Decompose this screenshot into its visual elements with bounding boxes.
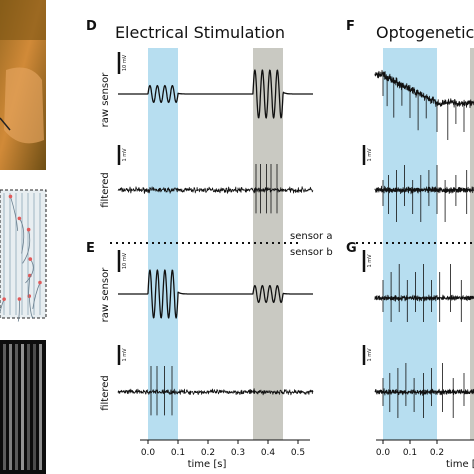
sensor-b-label: sensor b <box>290 247 333 258</box>
trace-filtered-e <box>117 366 314 416</box>
photo-electrode-array <box>0 189 47 322</box>
scale-label-raw-e: 10 mV <box>122 252 128 269</box>
title-electrical-stimulation: Electrical Stimulation <box>115 23 285 42</box>
neuron-process <box>19 218 25 254</box>
x-axis-optogenetic-tick-label: 0.1 <box>403 448 417 458</box>
neuron-process <box>25 258 34 284</box>
scale-bar-raw-e: 10 mV <box>117 250 128 272</box>
trace-filtered-f <box>374 165 474 222</box>
neuron-process <box>32 282 41 310</box>
x-axis-electrical-tick-label: 0.0 <box>141 448 156 458</box>
neuron-process <box>10 196 19 231</box>
trace-raw-sensor-g <box>374 264 474 322</box>
neuron-process <box>17 298 20 322</box>
scale-label-filtered-f: 1 mV <box>367 148 373 162</box>
photo-fluorescence <box>0 340 46 474</box>
x-axis-optogenetic-tick-label: 0.2 <box>430 448 444 458</box>
trace-filtered-d <box>117 164 314 214</box>
x-axis-electrical-tick-label: 0.2 <box>201 448 215 458</box>
x-axis-optogenetic-tick-label: 0.0 <box>376 448 391 458</box>
x-axis-electrical-tick-label: 0.5 <box>291 448 305 458</box>
fluorescence-stripe <box>21 344 24 470</box>
fluorescence-stripe <box>39 344 42 470</box>
scale-bar-filtered-f: 1 mV <box>362 145 373 165</box>
cell-body <box>28 257 33 261</box>
photo-chip <box>0 0 46 170</box>
fluorescence-stripe <box>15 344 18 470</box>
cell-body <box>38 280 42 285</box>
row-label-filtered-e: filtered <box>100 375 111 411</box>
scale-label-filtered-e: 1 mV <box>122 348 128 362</box>
cell-body <box>17 297 22 301</box>
panel-label-d: D <box>86 19 97 34</box>
fluorescence-stripe <box>33 344 36 470</box>
panel-label-g: G <box>346 241 357 256</box>
scale-label-raw-d: 10 mV <box>122 54 128 71</box>
x-axis-electrical-tick-label: 0.4 <box>261 448 276 458</box>
cell-body <box>27 294 32 298</box>
row-label-filtered-d: filtered <box>100 172 111 208</box>
panel-label-f: F <box>346 19 355 34</box>
scale-bar-filtered-g: 1 mV <box>362 345 373 365</box>
fluorescence-stripe <box>27 344 30 470</box>
row-label-raw-sensor-e: raw sensor <box>100 267 111 323</box>
trace-raw-sensor-e <box>117 269 314 319</box>
sensor-a-label: sensor a <box>290 231 332 242</box>
neuron-process <box>28 296 35 319</box>
trace-raw-sensor-f <box>374 69 474 140</box>
fluorescence-stripe <box>9 344 12 470</box>
x-axis-optogenetic: 0.0 0.1 0.2 <box>376 439 474 458</box>
neuron-process <box>28 275 31 298</box>
fluorescence-stripe <box>3 344 6 470</box>
panel-label-e: E <box>86 241 95 256</box>
scale-label-filtered-d: 1 mV <box>122 148 128 162</box>
x-axis-label-optogenetic: time [ <box>446 459 474 470</box>
x-axis-label-electrical: time [s] <box>188 459 227 470</box>
scale-label-filtered-g: 1 mV <box>367 348 373 362</box>
scale-bar-filtered-e: 1 mV <box>117 345 128 365</box>
scale-bar-filtered-d: 1 mV <box>117 145 128 165</box>
title-optogenetic: Optogenetic <box>376 23 474 42</box>
x-axis-electrical: 0.0 0.1 0.2 0.3 0.4 0.5 <box>140 439 310 458</box>
trace-raw-sensor-d <box>117 69 314 119</box>
x-axis-electrical-tick-label: 0.3 <box>231 448 245 458</box>
cell-body <box>8 194 13 199</box>
trace-filtered-g <box>374 363 474 418</box>
x-axis-electrical-tick-label: 0.1 <box>171 448 185 458</box>
cell-body <box>17 216 22 221</box>
scale-label-raw-g: 1 mV <box>367 254 373 268</box>
cell-body <box>26 227 31 232</box>
neuron-process <box>22 229 31 264</box>
scale-bar-raw-g: 1 mV <box>362 250 373 272</box>
neuron-process <box>0 298 5 314</box>
scale-bar-raw-d: 10 mV <box>117 52 128 74</box>
row-label-raw-sensor-d: raw sensor <box>100 72 111 128</box>
cell-body <box>2 297 6 301</box>
